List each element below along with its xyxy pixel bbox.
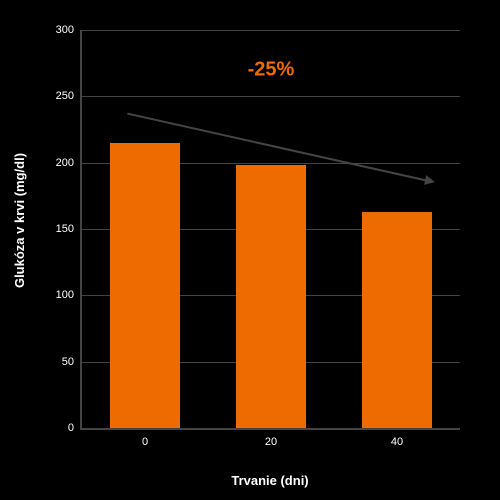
x-tick-label: 0 — [142, 428, 148, 448]
y-tick-label: 100 — [56, 289, 82, 301]
trend-arrow — [82, 30, 460, 428]
y-tick-label: 250 — [56, 90, 82, 102]
y-axis-label-wrap: Glukóza v krvi (mg/dl) — [10, 0, 30, 440]
y-tick-label: 200 — [56, 157, 82, 169]
glucose-bar-chart: Glukóza v krvi (mg/dl) Trvanie (dni) 050… — [0, 0, 500, 500]
y-axis-label: Glukóza v krvi (mg/dl) — [13, 152, 28, 287]
plot-area: 05010015020025030002040-25% — [80, 30, 460, 430]
trend-arrow-head — [424, 175, 436, 187]
y-tick-label: 150 — [56, 223, 82, 235]
change-annotation: -25% — [248, 58, 295, 81]
x-tick-label: 40 — [391, 428, 403, 448]
x-tick-label: 20 — [265, 428, 277, 448]
x-axis-label: Trvanie (dni) — [80, 473, 460, 488]
y-tick-label: 0 — [68, 422, 82, 434]
plot-inner: 05010015020025030002040-25% — [80, 30, 460, 430]
y-tick-label: 50 — [62, 356, 82, 368]
y-tick-label: 300 — [56, 24, 82, 36]
